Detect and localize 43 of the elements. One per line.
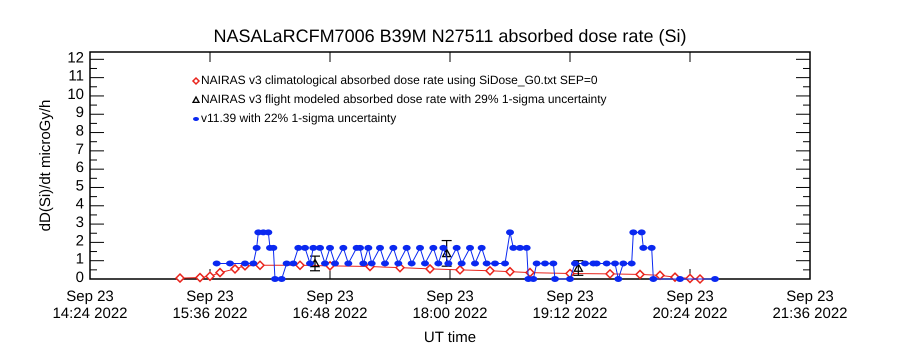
point [205,272,215,282]
y-tick-label: 6 [76,159,84,176]
y-tick-label: 7 [76,140,84,158]
point [195,272,205,282]
y-axis-title: dD(Si)/dt microGy/h [37,100,54,232]
y-tick-label: 1 [76,250,84,268]
point [175,273,185,283]
point [455,265,465,275]
x-tick-label: Sep 23 16:48 2022 [292,288,368,322]
y-tick-label: 3 [76,214,84,232]
y-tick-label: 5 [76,177,84,194]
point [505,266,515,276]
y-tick-label: 4 [76,196,84,213]
point [485,266,495,276]
point [310,258,320,268]
y-tick-label: 10 [67,86,84,103]
x-tick-label: Sep 23 21:36 2022 [772,288,848,322]
y-tick-label: 0 [76,268,84,286]
point [230,264,240,274]
legend-label: v11.39 with 22% 1-sigma uncertainty [201,111,396,126]
point [295,260,305,270]
y-tick-label: 8 [76,122,84,140]
x-tick-label: Sep 23 20:24 2022 [652,288,728,322]
y-tick-label: 2 [76,232,84,250]
x-tick-label: Sep 23 14:24 2022 [52,288,128,322]
point [655,270,665,280]
point [442,248,452,258]
x-tick-label: Sep 23 18:00 2022 [412,288,488,322]
point [425,264,435,274]
chart-title: NASALaRCFM7006 B39M N27511 absorbed dose rate (Si) [214,26,686,46]
point [215,268,225,278]
x-tick-label: Sep 23 15:36 2022 [172,288,248,322]
legend-label: NAIRAS v3 flight modeled absorbed dose rate with 29% 1-sigma uncertainty [201,92,607,106]
y-tick-label: 11 [68,68,84,85]
point [255,260,265,270]
y-tick-label: 9 [76,104,84,122]
legend-label: NAIRAS v3 climatological absorbed dose rate using SiDose_G0.txt SEP=0 [201,73,598,88]
point [574,263,583,272]
point [605,269,615,279]
x-tick-label: Sep 23 19:12 2022 [532,288,608,322]
point [635,270,645,280]
x-axis-title: UT time [424,329,476,346]
y-tick-label: 12 [67,49,84,66]
